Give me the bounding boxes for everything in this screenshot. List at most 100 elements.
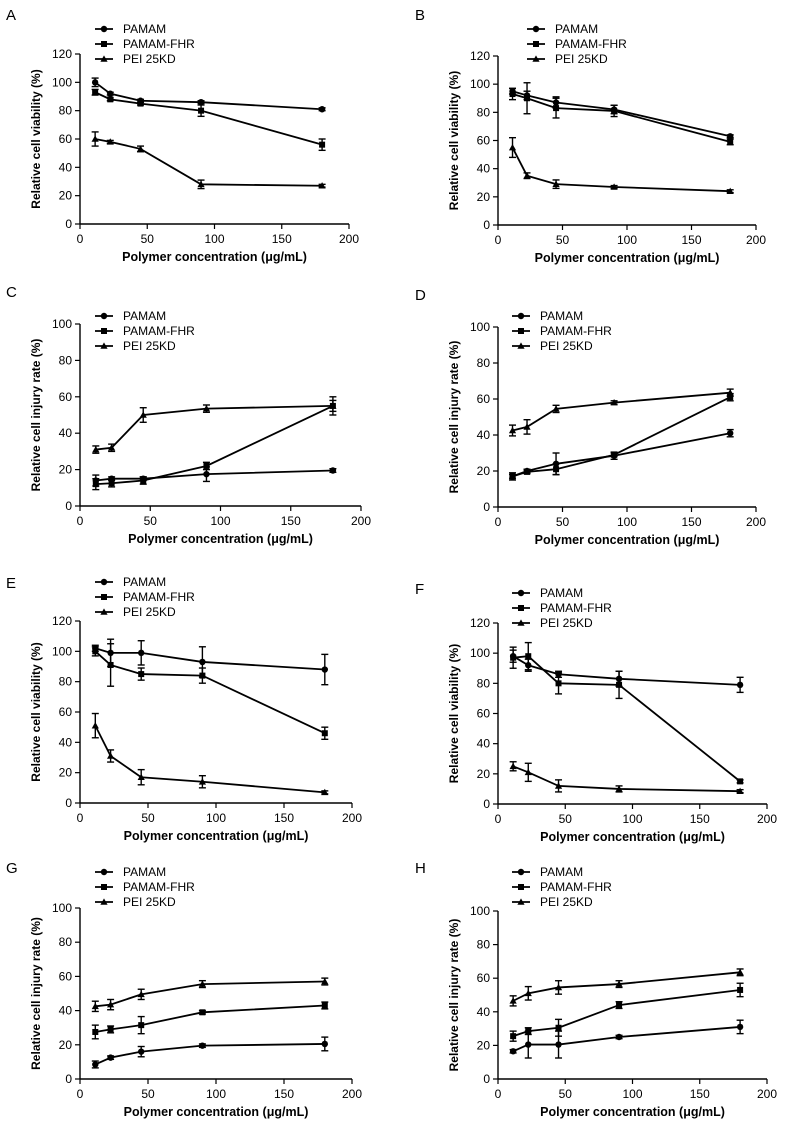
x-tick-label: 200 — [339, 232, 359, 246]
y-tick-label: 80 — [477, 356, 491, 370]
data-point — [552, 180, 560, 187]
series-pamam — [509, 428, 734, 481]
legend-label: PAMAM-FHR — [555, 37, 627, 51]
x-tick-label: 0 — [77, 514, 84, 528]
y-tick-label: 40 — [477, 428, 491, 442]
series-pei-25kd — [91, 712, 329, 796]
data-point — [138, 671, 145, 678]
data-point — [107, 1026, 114, 1033]
legend-label: PAMAM-FHR — [540, 601, 612, 615]
x-tick-label: 50 — [556, 233, 570, 247]
data-point — [198, 980, 206, 987]
x-tick-label: 0 — [495, 233, 502, 247]
series-line — [95, 469, 333, 482]
y-axis-title: Relative cell injury rate (%) — [447, 919, 461, 1072]
series-pamam-fhr — [91, 1001, 329, 1040]
y-tick-label: 80 — [59, 935, 73, 949]
y-tick-label: 0 — [483, 797, 490, 811]
series-line — [95, 1004, 325, 1033]
data-point — [727, 394, 734, 401]
panel-f: F 0 20 40 60 80 100 120 0 50 100 150 200 Polymer conc… — [415, 581, 777, 844]
y-tick-label: 0 — [65, 499, 72, 513]
legend-entry: PAMAM — [512, 309, 583, 323]
series-line — [512, 391, 731, 432]
legend-entry: PEI 25KD — [512, 895, 593, 909]
legend-label: PEI 25KD — [540, 616, 593, 630]
series-pei-25kd — [91, 131, 326, 190]
y-axis-title: Relative cell viability (%) — [29, 69, 43, 208]
legend-label: PEI 25KD — [123, 605, 176, 619]
legend-marker — [100, 55, 108, 62]
data-point — [108, 480, 115, 487]
data-point — [107, 1001, 115, 1008]
y-axis-title: Relative cell viability (%) — [447, 644, 461, 783]
data-point — [523, 423, 531, 430]
data-point — [91, 79, 99, 86]
series-pamam-fhr — [509, 641, 744, 785]
y-tick-label: 20 — [59, 1038, 73, 1052]
data-point — [615, 785, 623, 792]
data-point — [91, 135, 99, 142]
data-point — [198, 778, 206, 785]
y-tick-label: 120 — [470, 49, 490, 63]
series-pamam — [91, 1036, 329, 1069]
data-point — [727, 430, 734, 437]
y-tick-label: 120 — [470, 616, 490, 630]
data-point — [92, 89, 99, 96]
y-tick-label: 80 — [59, 353, 73, 367]
x-tick-label: 50 — [144, 514, 158, 528]
y-tick-label: 60 — [59, 132, 73, 146]
x-tick-label: 200 — [342, 1087, 362, 1101]
data-point — [611, 107, 618, 114]
legend-label: PAMAM — [555, 22, 598, 36]
y-tick-label: 0 — [483, 500, 490, 514]
y-axis-title: Relative cell viability (%) — [447, 71, 461, 210]
panel-h: H 0 20 40 60 80 100 0 50 100 150 200 Polymer concent… — [415, 860, 777, 1119]
legend-entry: PAMAM — [527, 22, 598, 36]
data-point — [203, 462, 210, 469]
x-tick-label: 100 — [206, 811, 226, 825]
series-line — [94, 138, 323, 187]
data-point — [318, 182, 326, 189]
series-line — [513, 655, 741, 783]
data-point — [140, 477, 147, 484]
x-tick-label: 200 — [351, 514, 371, 528]
legend-entry: PAMAM — [512, 586, 583, 600]
y-axis-title: Relative cell injury rate (%) — [29, 339, 43, 492]
data-point — [509, 997, 517, 1004]
data-point — [107, 661, 114, 668]
data-point — [510, 654, 517, 661]
legend-marker — [100, 25, 108, 33]
legend-marker — [518, 884, 524, 890]
data-point — [736, 968, 744, 976]
legend-marker — [517, 342, 525, 349]
panel-c: C 0 20 40 60 80 100 0 50 100 150 200 Polymer concent… — [6, 284, 371, 546]
data-point — [329, 467, 337, 474]
legend-marker — [517, 589, 525, 597]
data-point — [553, 105, 560, 112]
y-tick-label: 60 — [59, 969, 73, 983]
data-point — [524, 95, 531, 102]
panel-g: G 0 20 40 60 80 100 0 50 100 150 200 Polymer concent… — [6, 860, 362, 1119]
data-point — [321, 666, 328, 673]
x-tick-label: 0 — [495, 1087, 502, 1101]
x-tick-label: 0 — [495, 515, 502, 529]
legend-label: PAMAM — [540, 586, 583, 600]
data-point — [321, 1002, 328, 1009]
legend-label: PEI 25KD — [540, 339, 593, 353]
legend-label: PAMAM — [540, 309, 583, 323]
legend-marker — [533, 41, 539, 47]
y-axis-title: Relative cell injury rate (%) — [447, 341, 461, 494]
legend-label: PAMAM — [123, 865, 166, 879]
y-tick-label: 80 — [477, 105, 491, 119]
legend-label: PAMAM-FHR — [540, 880, 612, 894]
legend-entry: PEI 25KD — [95, 605, 176, 619]
data-point — [616, 1002, 623, 1009]
legend-entry: PEI 25KD — [512, 616, 593, 630]
data-point — [107, 90, 114, 97]
series-pei-25kd — [509, 761, 744, 794]
y-tick-label: 20 — [477, 190, 491, 204]
series-pei-25kd — [508, 388, 734, 437]
legend-label: PEI 25KD — [123, 52, 176, 66]
y-tick-label: 60 — [477, 134, 491, 148]
